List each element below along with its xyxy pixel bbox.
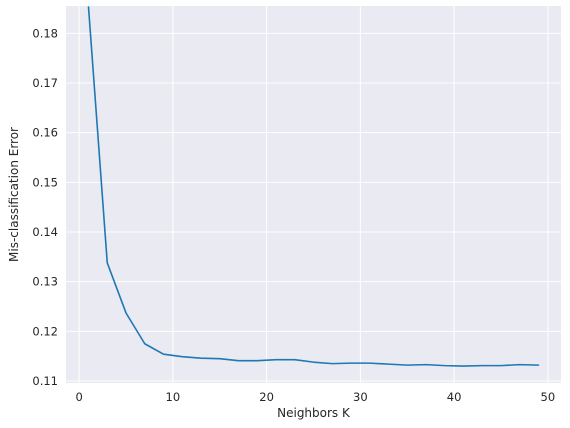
x-axis-ticks: 0 10 20 30 40 50	[75, 390, 555, 404]
y-tick-label: 0.11	[32, 374, 58, 388]
y-tick-label: 0.17	[32, 76, 58, 90]
series-line	[87, 6, 540, 367]
y-tick-label: 0.13	[32, 275, 58, 289]
y-tick-label: 0.15	[32, 175, 58, 189]
x-tick-label: 50	[541, 390, 556, 404]
y-tick-label: 0.12	[32, 324, 58, 338]
x-axis-label: Neighbors K	[277, 406, 351, 420]
plot-area	[66, 6, 561, 383]
x-tick-label: 40	[447, 390, 462, 404]
y-axis-label: Mis-classification Error	[7, 127, 21, 262]
grid-lines	[66, 6, 561, 383]
y-tick-label: 0.14	[32, 225, 58, 239]
y-tick-label: 0.16	[32, 126, 58, 140]
y-axis-ticks: 0.11 0.12 0.13 0.14 0.15 0.16 0.17 0.18	[32, 26, 58, 388]
x-tick-label: 0	[75, 390, 82, 404]
x-tick-label: 10	[166, 390, 181, 404]
y-tick-label: 0.18	[32, 26, 58, 40]
x-tick-label: 20	[259, 390, 274, 404]
series-layer	[87, 6, 540, 367]
x-tick-label: 30	[353, 390, 368, 404]
